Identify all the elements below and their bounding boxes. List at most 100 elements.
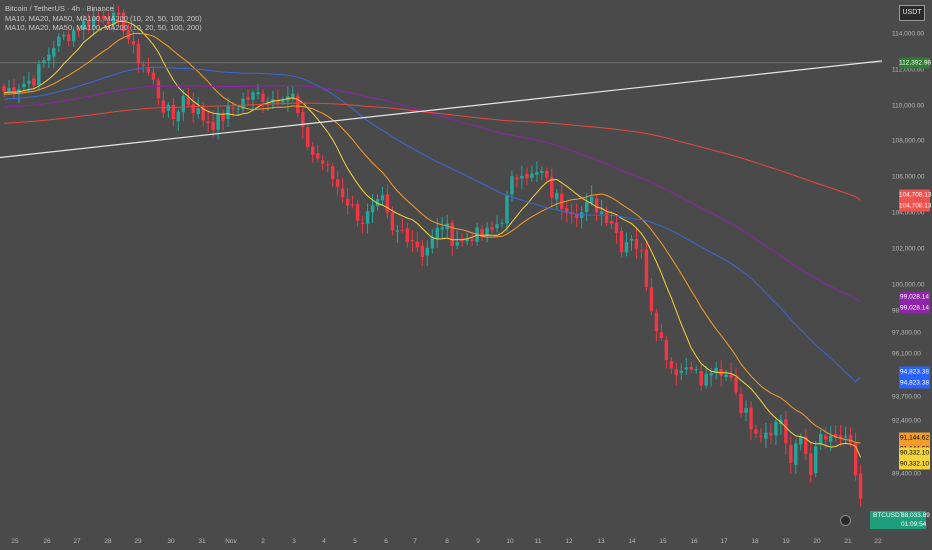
price-tick: 102,000.00 (892, 245, 925, 253)
candle (42, 60, 46, 63)
last-price-label: BTCUSDT 88,033.89 01:09:54 (870, 511, 930, 529)
candle (734, 377, 738, 393)
candle (32, 78, 36, 86)
candle (196, 108, 200, 115)
price-tick: 106,000.00 (892, 173, 925, 181)
candle (27, 80, 31, 84)
candle (814, 446, 818, 473)
time-tick: 29 (134, 538, 142, 545)
candle (136, 43, 141, 64)
time-tick: 18 (751, 538, 759, 545)
legend-symbol: Bitcoin / TetherUS · 4h · Binance (5, 4, 114, 13)
candle (340, 188, 345, 198)
candle (709, 373, 713, 376)
price-tick: 110,000.00 (892, 102, 925, 110)
candle (520, 175, 524, 179)
candle (131, 40, 136, 45)
price-axis[interactable]: 114,000.00 112,000.00 110,000.00 108,000.00… (882, 0, 932, 528)
candle (221, 113, 225, 121)
candle (311, 146, 315, 155)
candle (171, 104, 176, 120)
candle (415, 241, 420, 248)
candle (769, 432, 773, 436)
candle (619, 230, 624, 253)
candle (116, 12, 121, 15)
candle (764, 432, 768, 439)
candle (141, 64, 146, 66)
candle (57, 36, 61, 47)
candle (316, 153, 320, 159)
candle (405, 228, 410, 243)
candle (101, 15, 106, 20)
time-tick: 6 (384, 538, 388, 545)
alert-marker-icon[interactable] (840, 515, 851, 526)
time-tick: 14 (628, 538, 636, 545)
candle (535, 172, 539, 175)
candle (490, 227, 494, 230)
time-tick: 27 (73, 538, 81, 545)
time-axis[interactable]: 25 26 27 28 29 30 31 Nov 2 3 4 5 6 7 8 9 10 11 12 13 14 15 16 1… (0, 528, 882, 550)
candle (495, 224, 499, 229)
candle (206, 121, 210, 124)
candle (321, 160, 325, 164)
candle (12, 87, 16, 94)
time-tick: 12 (565, 538, 573, 545)
price-tick: 93,700.00 (892, 393, 921, 401)
candle (565, 207, 569, 214)
price-label: 90,332.10 (899, 458, 930, 470)
candle (704, 373, 708, 386)
time-tick: 11 (534, 538, 542, 545)
candle (186, 97, 190, 105)
time-tick: 7 (413, 538, 417, 545)
time-tick: 5 (353, 538, 357, 545)
candle (77, 29, 81, 32)
candle (37, 64, 41, 85)
candle (440, 227, 444, 230)
candle (784, 419, 788, 444)
candle (679, 370, 683, 373)
candle (251, 92, 255, 100)
candle (639, 250, 644, 252)
candle (654, 312, 659, 332)
time-tick: 16 (690, 538, 698, 545)
candle (410, 240, 415, 242)
candle (296, 95, 300, 114)
price-label: 94,823.38 (899, 377, 930, 389)
currency-button[interactable]: USDT (899, 5, 925, 21)
time-tick: 20 (813, 538, 821, 545)
candle (306, 127, 310, 147)
candle (614, 222, 619, 233)
candle (794, 443, 798, 465)
candle (72, 30, 76, 42)
candle (604, 211, 609, 223)
candle (858, 473, 863, 499)
candle (525, 173, 529, 179)
ma-line-ma50 (3, 66, 861, 383)
ticker-symbol: BTCUSDT (873, 512, 904, 519)
candle (17, 89, 21, 93)
candle (853, 442, 858, 476)
candle (550, 177, 554, 198)
candle (575, 214, 579, 219)
price-tick: 114,000.00 (892, 30, 925, 38)
time-tick: 3 (292, 538, 296, 545)
candle (281, 100, 285, 103)
time-tick: 25 (11, 538, 19, 545)
time-tick: 22 (874, 538, 882, 545)
candle (774, 421, 778, 436)
candle (156, 80, 161, 99)
candle (838, 435, 843, 440)
candle (510, 176, 514, 195)
candle (326, 164, 330, 166)
time-tick: 17 (720, 538, 728, 545)
candle (480, 228, 484, 237)
candle (624, 242, 629, 253)
candle (330, 166, 335, 179)
price-label: 104,708.13 (899, 200, 932, 212)
candle (828, 435, 833, 442)
candle (669, 360, 674, 369)
legend-ma-row-2: MA10, MA20, MA50, MA100, MA200 (10, 20, … (5, 23, 202, 32)
candle (843, 436, 848, 438)
candle (425, 247, 429, 256)
